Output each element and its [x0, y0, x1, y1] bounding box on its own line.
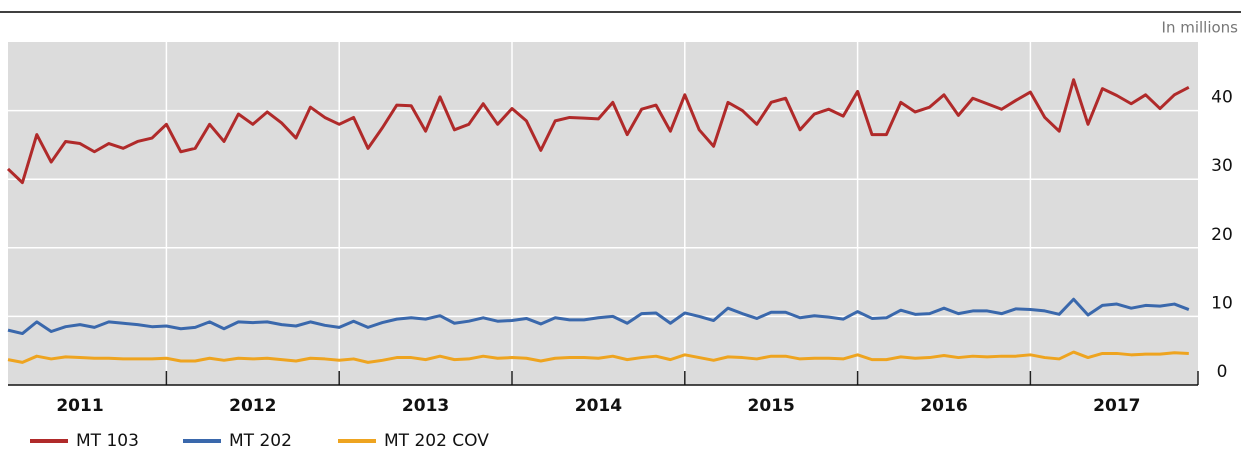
x-tick-label: 2014: [575, 396, 622, 416]
x-tick-label: 2013: [402, 396, 449, 416]
line-series: [7, 350, 1189, 364]
x-tick-label: 2011: [56, 396, 103, 416]
legend-label: MT 103: [76, 431, 139, 451]
y-tick-label: 20: [1211, 225, 1233, 245]
x-tick-label: 2015: [748, 396, 795, 416]
y-tick-label: 0: [1217, 362, 1228, 382]
legend-label: MT 202: [229, 431, 292, 451]
line-series: [6, 78, 1190, 185]
y-tick-label: 40: [1211, 88, 1233, 108]
x-tick-label: 2012: [229, 396, 276, 416]
x-tick-label: 2016: [920, 396, 967, 416]
unit-label: In millions: [1162, 19, 1239, 37]
x-tick-label: 2017: [1093, 396, 1140, 416]
line-series: [7, 297, 1190, 336]
plot-background: [8, 42, 1198, 385]
legend-label: MT 202 COV: [384, 431, 489, 451]
y-tick-label: 30: [1211, 156, 1233, 176]
y-tick-label: 10: [1211, 293, 1233, 313]
